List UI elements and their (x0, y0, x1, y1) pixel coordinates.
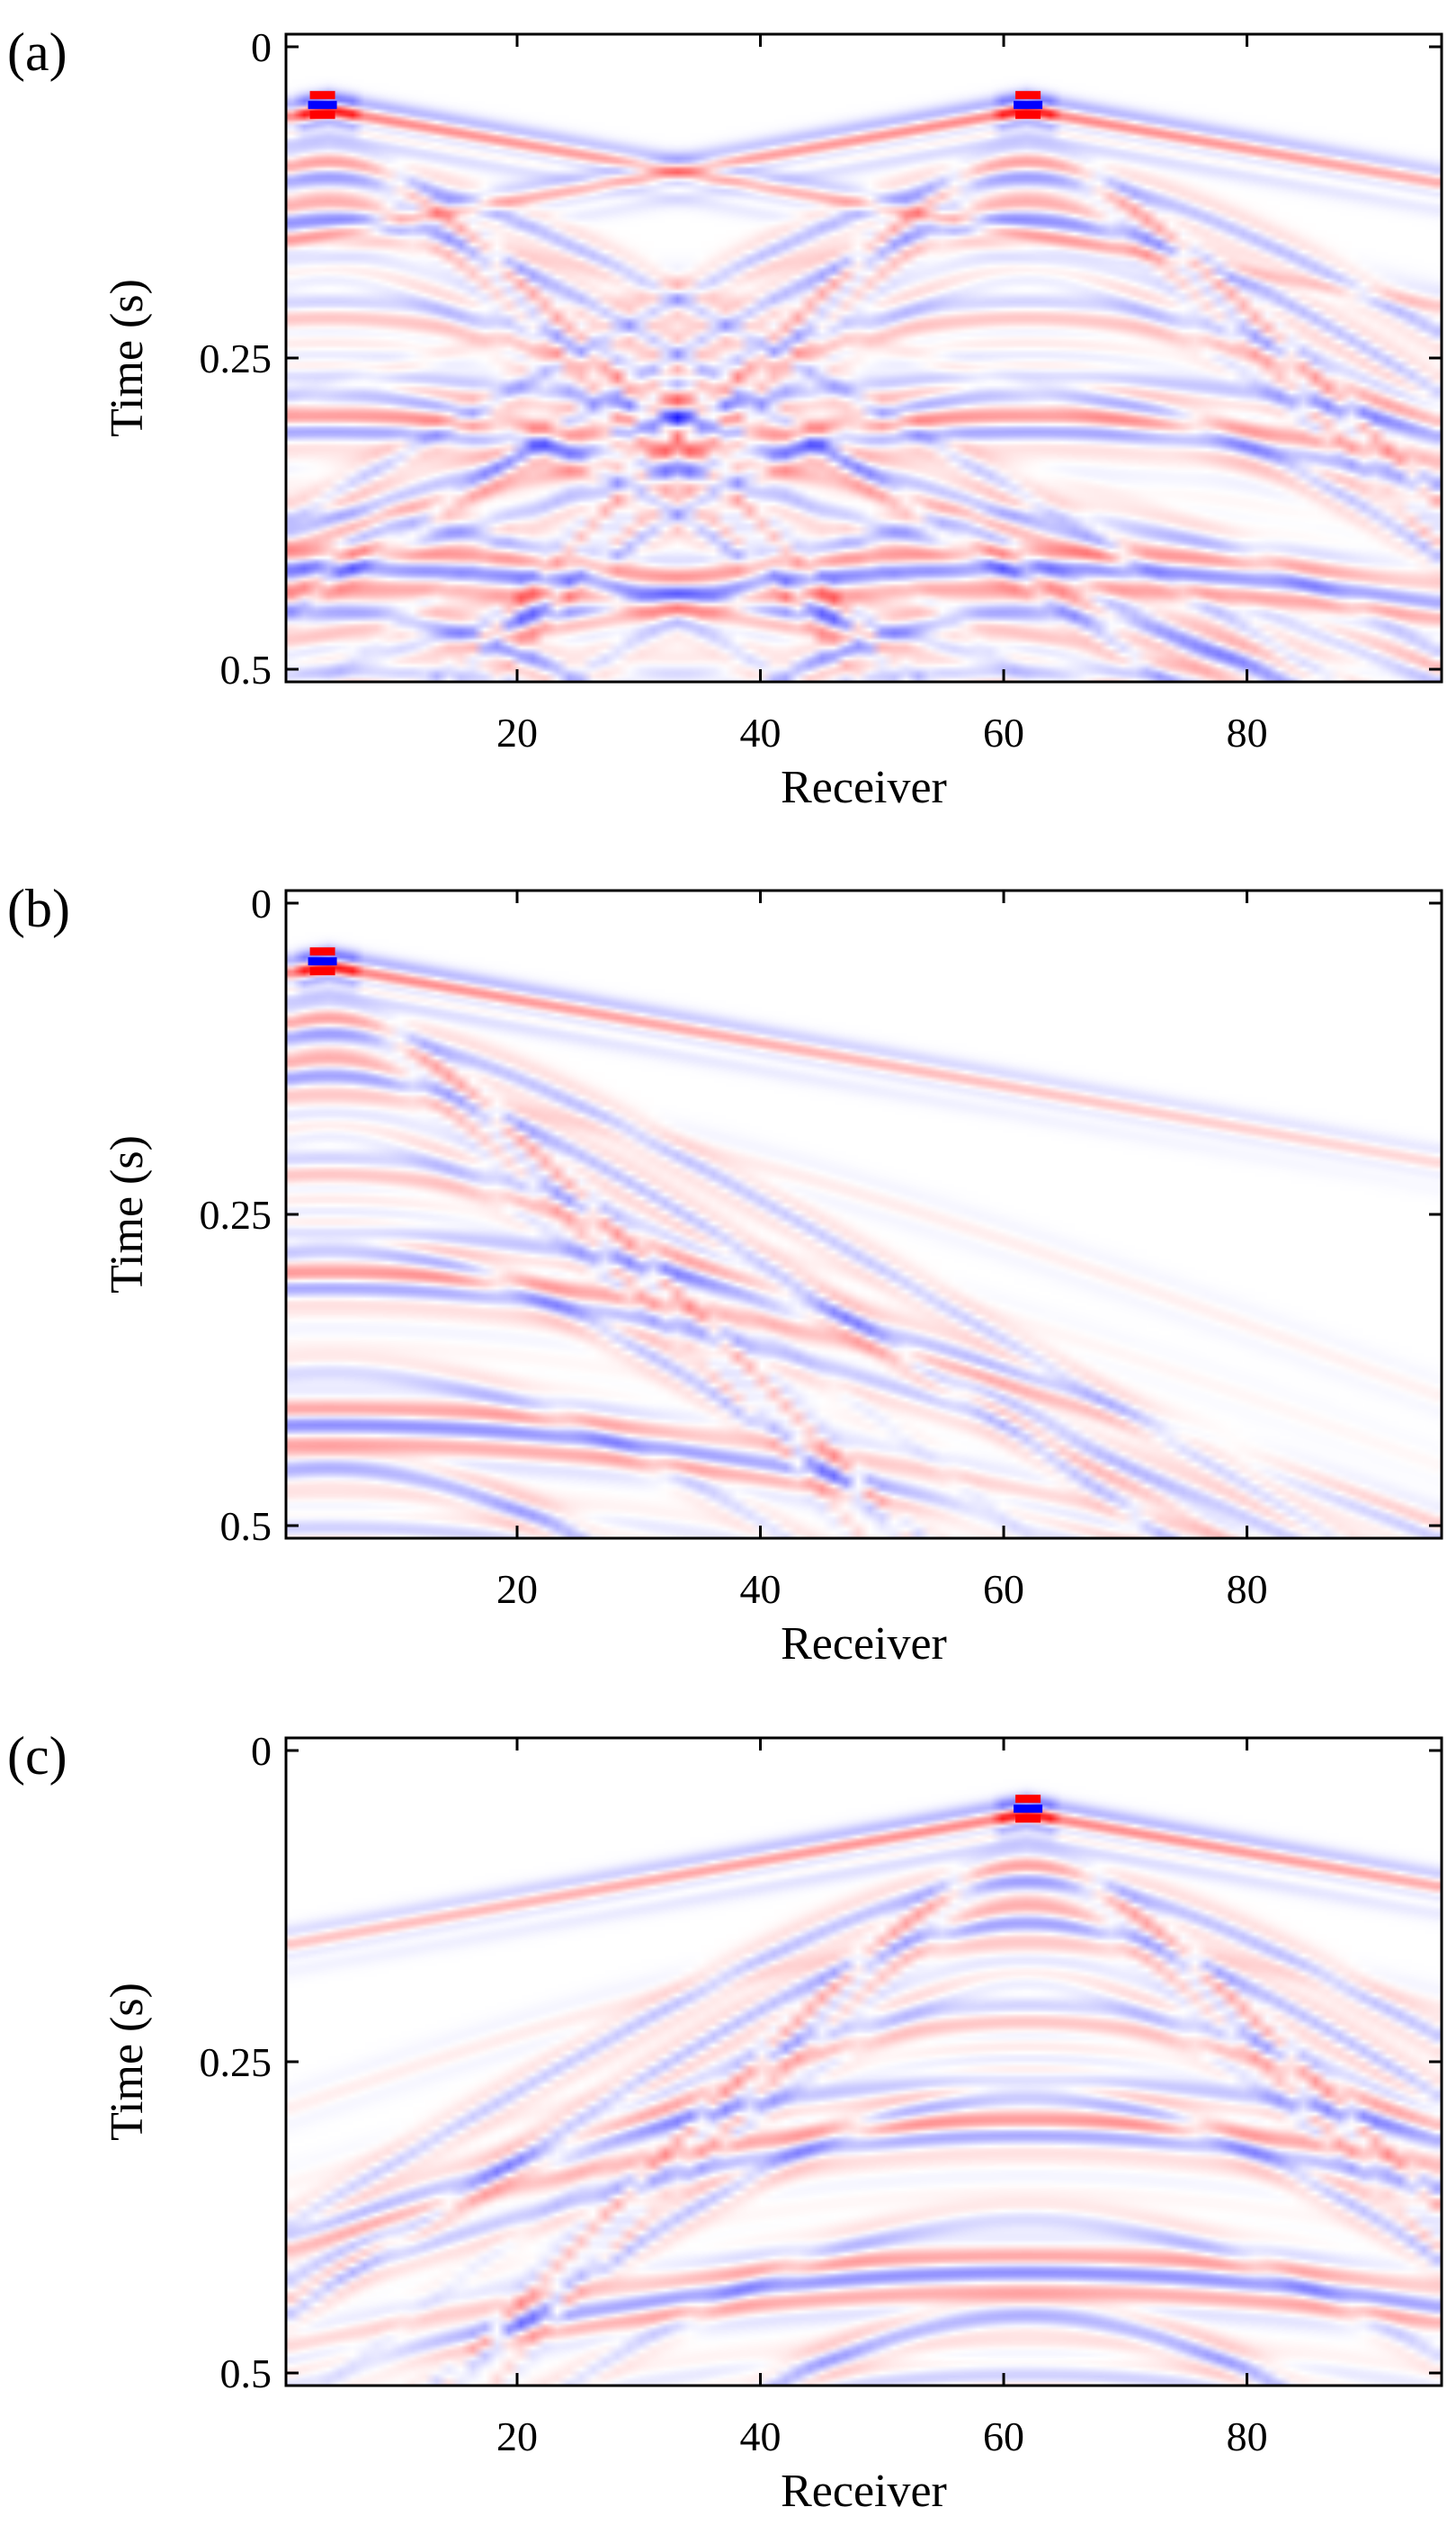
panel-c: 0 0.25 0.5 20 40 60 80 Receiver Time (s) (c) (7, 1726, 1443, 2517)
x-tick-label: 80 (1227, 710, 1268, 756)
panel-label: (c) (7, 1726, 67, 1786)
y-tick-label: 0 (251, 881, 272, 927)
x-tick-label: 60 (983, 1566, 1024, 1612)
source-peak-marker (1014, 91, 1043, 120)
y-tick-label: 0.5 (220, 647, 272, 693)
y-tick-label: 0.5 (220, 1503, 272, 1549)
y-tick-label: 0.25 (200, 336, 272, 381)
y-tick-label: 0.5 (220, 2350, 272, 2396)
y-tick-label: 0.25 (200, 1192, 272, 1238)
y-axis-label: Time (s) (102, 1983, 153, 2141)
seismic-image (286, 34, 1442, 682)
source-peak-marker (308, 91, 337, 120)
x-tick-label: 60 (983, 710, 1024, 756)
x-tick-label: 80 (1227, 2413, 1268, 2459)
seismic-image (286, 891, 1442, 1538)
y-axis-label: Time (s) (102, 1135, 153, 1294)
x-tick-label: 40 (740, 1566, 782, 1612)
x-axis-label: Receiver (781, 1618, 947, 1670)
y-tick-label: 0 (251, 24, 272, 70)
x-tick-label: 40 (740, 2413, 782, 2459)
x-tick-label: 20 (496, 1566, 538, 1612)
seismic-image (286, 1738, 1442, 2386)
x-tick-label: 40 (740, 710, 782, 756)
panel-b: 0 0.25 0.5 20 40 60 80 Receiver Time (s) (b) (7, 879, 1443, 1670)
source-peak-marker (308, 947, 337, 976)
x-tick-label: 20 (496, 710, 538, 756)
y-tick-label: 0 (251, 1728, 272, 1774)
panel-label: (b) (7, 879, 70, 938)
x-tick-label: 20 (496, 2413, 538, 2459)
panel-a: 0 0.25 0.5 20 40 60 80 Receiver Time (s) (a) (7, 22, 1443, 813)
x-tick-label: 60 (983, 2413, 1024, 2459)
x-tick-label: 80 (1227, 1566, 1268, 1612)
y-tick-label: 0.25 (200, 2039, 272, 2085)
x-axis-label: Receiver (781, 762, 947, 813)
x-axis-label: Receiver (781, 2466, 947, 2517)
y-axis-label: Time (s) (102, 279, 153, 437)
source-peak-marker (1014, 1795, 1043, 1823)
panel-label: (a) (7, 22, 67, 82)
